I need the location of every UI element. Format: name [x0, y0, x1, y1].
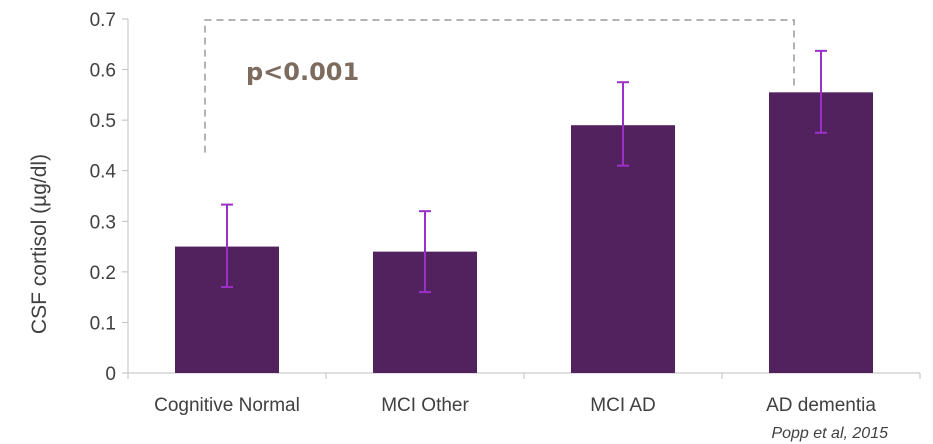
- y-tick-label: 0.7: [90, 10, 116, 31]
- y-tick-label: 0.2: [90, 263, 116, 284]
- y-tick-label: 0.5: [90, 111, 116, 132]
- y-tick-label: 0.1: [90, 313, 116, 334]
- category-labels: Cognitive Normal MCI Other MCI AD AD dement…: [154, 395, 876, 416]
- significance-bracket: [204, 19, 795, 153]
- y-tick-label: 0: [105, 364, 116, 385]
- category-label: MCI AD: [590, 395, 655, 416]
- error-bar: [815, 49, 827, 134]
- p-value-annotation: p<0.001: [246, 58, 359, 86]
- error-bars: [221, 49, 827, 294]
- source-citation: Popp et al, 2015: [771, 425, 888, 442]
- y-tick-label: 0.6: [90, 61, 116, 82]
- y-tick-label: 0.3: [90, 212, 116, 233]
- error-bar: [617, 81, 629, 167]
- y-axis-label: CSF cortisol (µg/dl): [28, 154, 51, 334]
- bar: [769, 92, 873, 373]
- bars: [175, 92, 873, 373]
- category-label: Cognitive Normal: [154, 395, 300, 416]
- category-label: MCI Other: [381, 395, 469, 416]
- y-tick-label: 0.4: [90, 162, 117, 183]
- error-bar: [221, 203, 233, 289]
- error-bar: [419, 210, 431, 294]
- x-axis-ticks: [127, 373, 921, 379]
- category-label: AD dementia: [766, 395, 876, 416]
- y-axis-ticks: 0 0.1 0.2 0.3 0.4 0.5 0.6 0.7: [90, 10, 128, 385]
